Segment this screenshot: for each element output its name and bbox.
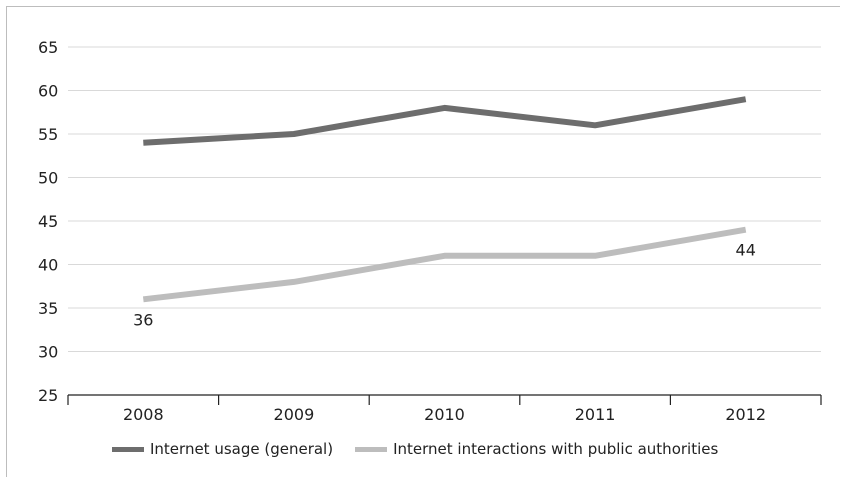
series-line-0 — [143, 96, 747, 146]
y-tick-label: 25 — [38, 386, 58, 405]
x-tick-label: 2010 — [424, 405, 465, 424]
legend-label-usage: Internet usage (general) — [150, 440, 334, 458]
y-tick-label: 30 — [38, 343, 58, 362]
data-label: 36 — [133, 310, 153, 329]
y-tick-label: 65 — [38, 38, 58, 57]
series-line-1 — [142, 226, 747, 303]
data-label: 44 — [736, 241, 756, 260]
legend-item-usage: Internet usage (general) — [112, 440, 333, 458]
x-tick-label: 2009 — [274, 405, 315, 424]
y-tick-label: 50 — [38, 169, 58, 188]
legend: Internet usage (general) Internet intera… — [112, 440, 740, 458]
legend-item-authorities: Internet interactions with public author… — [355, 440, 718, 458]
chart-frame — [6, 6, 840, 477]
y-tick-label: 35 — [38, 299, 58, 318]
y-tick-label: 55 — [38, 125, 58, 144]
y-tick-label: 40 — [38, 256, 58, 275]
legend-swatch-authorities — [355, 446, 388, 452]
y-tick-label: 60 — [38, 82, 58, 101]
x-tick-label: 2008 — [123, 405, 164, 424]
y-tick-label: 45 — [38, 212, 58, 231]
x-tick-label: 2011 — [575, 405, 616, 424]
legend-label-authorities: Internet interactions with public author… — [393, 440, 719, 458]
x-tick-label: 2012 — [725, 405, 766, 424]
legend-swatch-usage — [112, 446, 144, 452]
